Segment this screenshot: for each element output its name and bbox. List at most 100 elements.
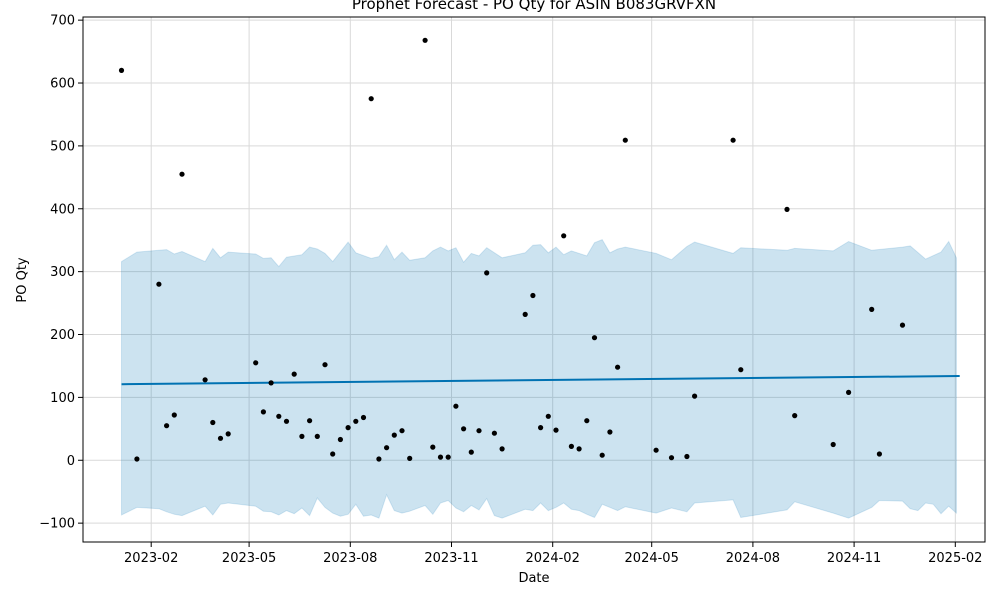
observed-point bbox=[453, 403, 459, 409]
observed-point bbox=[561, 233, 567, 239]
observed-point bbox=[283, 418, 290, 424]
observed-point bbox=[276, 413, 282, 419]
observed-point bbox=[353, 418, 359, 424]
observed-point bbox=[330, 451, 336, 457]
observed-point bbox=[291, 371, 297, 377]
observed-point bbox=[407, 455, 413, 461]
observed-point bbox=[792, 413, 798, 419]
y-tick-label: 700 bbox=[50, 14, 75, 29]
y-tick-label: 200 bbox=[50, 328, 75, 343]
observed-point bbox=[225, 431, 231, 437]
observed-point bbox=[530, 292, 536, 299]
observed-point bbox=[260, 409, 266, 415]
observed-point bbox=[134, 456, 140, 462]
observed-point bbox=[607, 429, 613, 435]
observed-point bbox=[253, 360, 259, 366]
forecast-line-group bbox=[121, 375, 960, 386]
observed-point bbox=[210, 419, 216, 426]
y-tick-label: 0 bbox=[67, 454, 75, 469]
observed-point bbox=[156, 281, 162, 287]
observed-point bbox=[179, 171, 185, 177]
x-tick-label: 2023-08 bbox=[323, 551, 377, 566]
observed-point bbox=[615, 364, 621, 370]
chart-title: Prophet Forecast - PO Qty for ASIN B083G… bbox=[352, 0, 716, 13]
uncertainty-band-group bbox=[121, 238, 957, 519]
observed-point bbox=[484, 270, 490, 276]
y-tick-label: 100 bbox=[50, 391, 75, 406]
x-tick-label: 2023-11 bbox=[424, 551, 478, 566]
observed-point bbox=[869, 306, 875, 312]
observed-point bbox=[268, 380, 274, 386]
observed-point bbox=[622, 137, 628, 143]
observed-point bbox=[653, 447, 659, 453]
observed-point bbox=[684, 453, 690, 460]
observed-point bbox=[345, 425, 351, 431]
observed-point bbox=[376, 456, 382, 462]
observed-point bbox=[876, 451, 883, 457]
observed-point bbox=[730, 137, 736, 143]
x-axis-label: Date bbox=[518, 571, 549, 586]
observed-point bbox=[476, 428, 482, 434]
observed-point bbox=[584, 418, 590, 424]
x-tick-label: 2025-02 bbox=[928, 551, 982, 566]
observed-point bbox=[568, 443, 575, 449]
y-axis-label: PO Qty bbox=[15, 257, 30, 303]
observed-point bbox=[437, 454, 444, 460]
forecast-line bbox=[121, 375, 960, 386]
observed-point bbox=[461, 426, 467, 432]
grid-lines bbox=[83, 17, 985, 542]
observed-point bbox=[846, 389, 852, 395]
observed-point bbox=[322, 362, 328, 368]
x-axis-ticks: 2023-02 2023-05 2023-08 2023-11 2024-02 2024-… bbox=[124, 542, 982, 566]
observed-point bbox=[522, 311, 528, 317]
uncertainty-band bbox=[121, 238, 957, 519]
observed-point bbox=[171, 412, 177, 418]
observed-point bbox=[599, 452, 605, 458]
observed-point bbox=[360, 414, 367, 421]
x-tick-label: 2024-11 bbox=[827, 551, 881, 566]
observed-point bbox=[668, 455, 675, 461]
x-tick-label: 2024-08 bbox=[726, 551, 780, 566]
observed-point bbox=[692, 393, 698, 399]
observed-point bbox=[468, 449, 474, 455]
observed-point bbox=[499, 446, 505, 452]
observed-point bbox=[399, 428, 405, 434]
observed-point bbox=[307, 418, 313, 424]
observed-point bbox=[337, 436, 343, 443]
observed-point bbox=[430, 444, 436, 450]
observed-point bbox=[384, 445, 390, 451]
observed-point bbox=[391, 432, 397, 438]
y-tick-label: 300 bbox=[50, 265, 75, 280]
x-tick-label: 2024-05 bbox=[625, 551, 679, 566]
observed-point bbox=[738, 367, 744, 373]
y-axis-ticks: −100 0 100 200 300 400 500 600 700 bbox=[39, 14, 83, 532]
observed-point bbox=[784, 206, 790, 212]
observed-point bbox=[164, 423, 170, 429]
observed-point bbox=[538, 425, 544, 431]
observed-point bbox=[545, 413, 551, 419]
observed-point bbox=[422, 37, 428, 43]
observed-point bbox=[899, 322, 906, 328]
observed-point bbox=[217, 435, 224, 441]
observed-point bbox=[445, 454, 451, 460]
y-tick-label: 600 bbox=[50, 77, 75, 92]
observed-point bbox=[491, 430, 497, 436]
x-tick-label: 2023-02 bbox=[124, 551, 178, 566]
observed-points-group bbox=[118, 37, 906, 462]
plot-frame bbox=[82, 16, 986, 543]
y-tick-label: 400 bbox=[50, 202, 75, 217]
observed-point bbox=[202, 377, 208, 383]
y-tick-label: −100 bbox=[39, 517, 75, 532]
observed-point bbox=[368, 96, 374, 102]
observed-point bbox=[118, 67, 125, 73]
observed-point bbox=[591, 335, 598, 341]
x-tick-label: 2024-02 bbox=[526, 551, 580, 566]
observed-point bbox=[299, 433, 305, 439]
y-tick-label: 500 bbox=[50, 139, 75, 154]
observed-point bbox=[553, 427, 559, 433]
observed-point bbox=[576, 446, 582, 452]
x-tick-label: 2023-05 bbox=[222, 551, 276, 566]
observed-point bbox=[314, 433, 320, 439]
